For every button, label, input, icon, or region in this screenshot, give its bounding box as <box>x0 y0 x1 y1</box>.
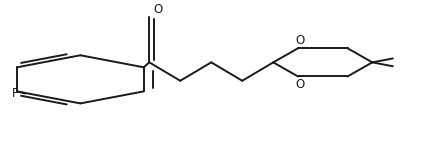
Text: O: O <box>295 34 305 47</box>
Text: O: O <box>295 78 305 91</box>
Text: O: O <box>153 3 163 16</box>
Text: F: F <box>12 87 19 100</box>
